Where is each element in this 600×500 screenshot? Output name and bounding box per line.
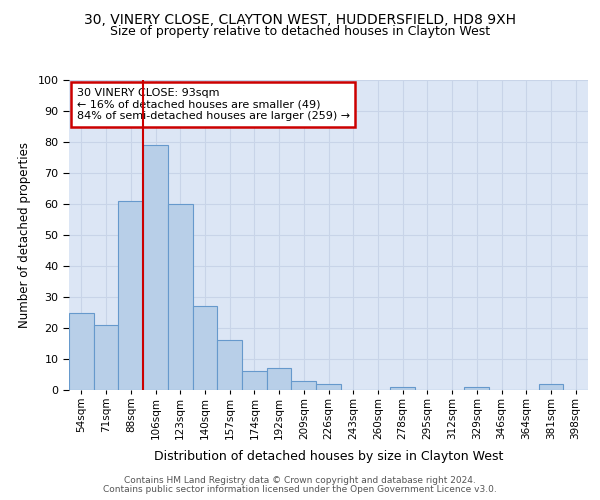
Bar [69, 312, 94, 390]
Text: 30 VINERY CLOSE: 93sqm
← 16% of detached houses are smaller (49)
84% of semi-det: 30 VINERY CLOSE: 93sqm ← 16% of detached… [77, 88, 350, 121]
Text: 30, VINERY CLOSE, CLAYTON WEST, HUDDERSFIELD, HD8 9XH: 30, VINERY CLOSE, CLAYTON WEST, HUDDERSF… [84, 12, 516, 26]
Bar [316, 384, 341, 390]
X-axis label: Distribution of detached houses by size in Clayton West: Distribution of detached houses by size … [154, 450, 503, 463]
Y-axis label: Number of detached properties: Number of detached properties [17, 142, 31, 328]
Text: Size of property relative to detached houses in Clayton West: Size of property relative to detached ho… [110, 25, 490, 38]
Text: Contains public sector information licensed under the Open Government Licence v3: Contains public sector information licen… [103, 485, 497, 494]
Bar [94, 325, 118, 390]
Bar [217, 340, 242, 390]
Bar [390, 387, 415, 390]
Bar [168, 204, 193, 390]
Bar [292, 380, 316, 390]
Bar [242, 372, 267, 390]
Bar [143, 145, 168, 390]
Bar [118, 201, 143, 390]
Bar [539, 384, 563, 390]
Bar [267, 368, 292, 390]
Bar [464, 387, 489, 390]
Text: Contains HM Land Registry data © Crown copyright and database right 2024.: Contains HM Land Registry data © Crown c… [124, 476, 476, 485]
Bar [193, 306, 217, 390]
